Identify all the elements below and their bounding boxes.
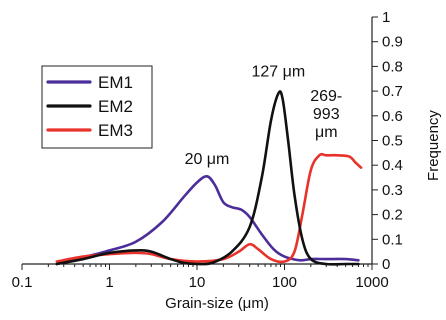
y-tick-label: 1 — [382, 9, 390, 26]
series-line-em3 — [55, 152, 363, 264]
annotation-a269: 269- — [310, 88, 342, 105]
y-tick-label: 0.7 — [382, 83, 403, 100]
legend-label-em3: EM3 — [98, 121, 133, 140]
annotation-a269: μm — [315, 124, 338, 141]
y-tick-label: 0 — [382, 256, 390, 273]
x-tick-label: 10 — [189, 274, 206, 291]
legend: EM1 EM2 EM3 — [41, 65, 153, 149]
y-tick-label: 0.9 — [382, 34, 403, 51]
series-line-em2 — [55, 90, 360, 266]
x-axis-title: Grain-size (μm) — [165, 295, 269, 312]
annotation-a127: 127 μm — [251, 63, 305, 80]
series-layer — [55, 90, 363, 266]
annotation-a20: 20 μm — [185, 151, 230, 168]
y-tick-label: 0.8 — [382, 58, 403, 75]
x-tick-label: 1000 — [355, 274, 388, 291]
series-line-em1 — [55, 175, 360, 266]
y-axis-title: Frequency — [425, 110, 442, 181]
legend-label-em1: EM1 — [98, 73, 133, 92]
annotation-a269: 993 — [313, 106, 340, 123]
y-tick-label: 0.3 — [382, 182, 403, 199]
legend-label-em2: EM2 — [98, 97, 133, 116]
y-tick-label: 0.1 — [382, 231, 403, 248]
y-tick-label: 0.4 — [382, 157, 403, 174]
x-tick-label: 1 — [105, 274, 113, 291]
x-tick-label: 0.1 — [12, 274, 33, 291]
y-tick-label: 0.2 — [382, 207, 403, 224]
y-tick-label: 0.6 — [382, 108, 403, 125]
y-tick-label: 0.5 — [382, 133, 403, 150]
x-tick-label: 100 — [272, 274, 297, 291]
